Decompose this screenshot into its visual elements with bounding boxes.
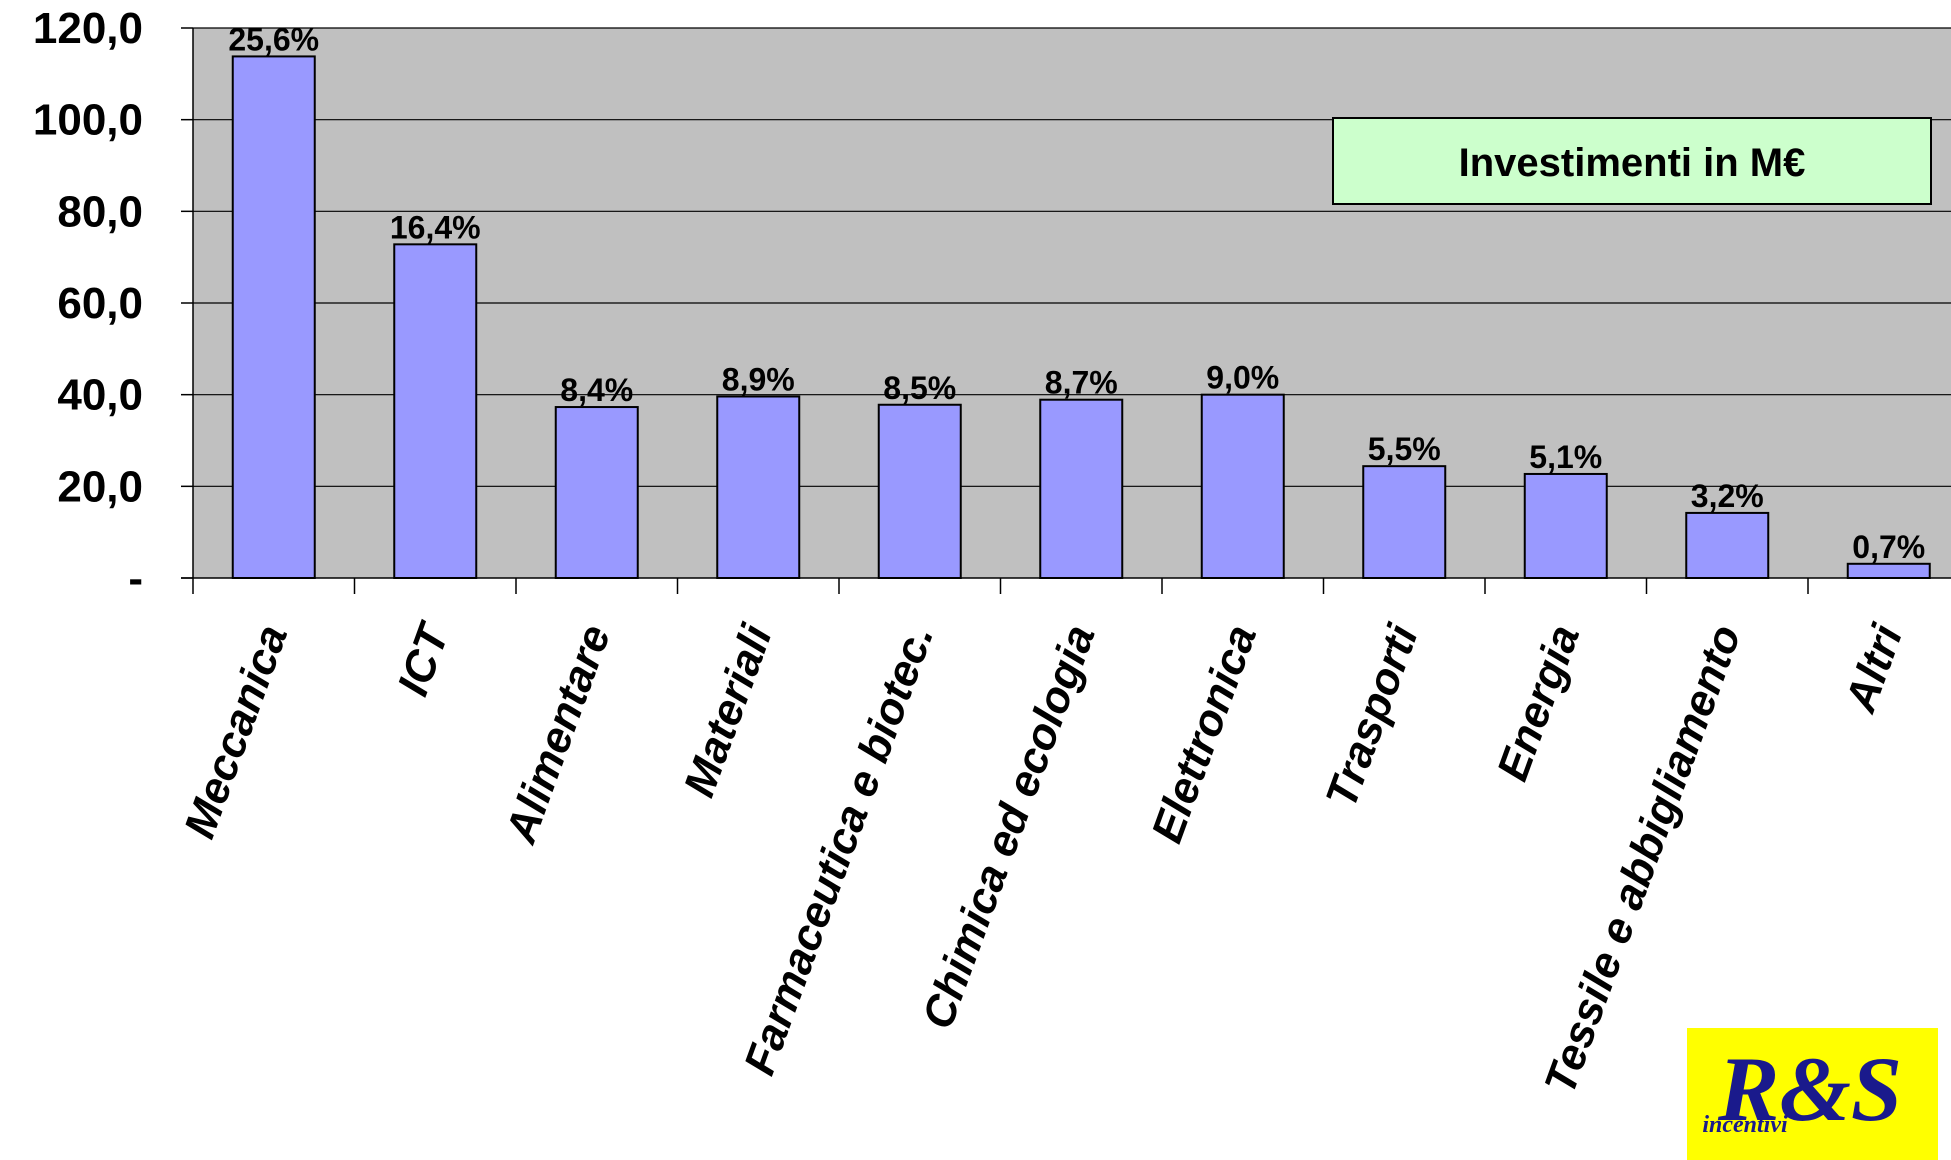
bar (877, 403, 962, 579)
x-tick-label: Meccanica (175, 619, 297, 845)
bar (1362, 465, 1447, 579)
bar (554, 406, 639, 579)
y-tick-label: 20,0 (57, 462, 143, 511)
bars (231, 55, 1931, 580)
rs-incentivi-logo: R&S incentivi (1687, 1028, 1938, 1160)
data-label: 8,7% (1045, 365, 1118, 401)
data-label: 8,5% (883, 370, 956, 406)
x-tick-label: Farmaceutica e biotec. (735, 619, 943, 1082)
svg-text:R&S: R&S (1717, 1038, 1902, 1140)
x-axis: Meccanica ICT Alimentare MaterialiFarmaceut… (175, 577, 1951, 1100)
x-tick-label: ICT (388, 616, 459, 702)
y-axis: - 20,0 40,0 60,0 80,0 100,0 120,0 (33, 4, 194, 603)
bar (231, 55, 316, 579)
data-label: 8,4% (560, 372, 633, 408)
x-tick-label: Energia (1488, 619, 1589, 787)
bar (1523, 472, 1608, 580)
y-tick-label: 60,0 (57, 279, 143, 328)
data-label: 5,5% (1368, 431, 1441, 467)
legend-box: Investimenti in M€ (1332, 117, 1932, 205)
y-tick-label: 100,0 (33, 96, 143, 145)
y-tick-label: 80,0 (57, 187, 143, 236)
data-label: 0,7% (1852, 529, 1925, 565)
x-tick-label: Materiali (675, 618, 782, 803)
x-tick-label: Elettronica (1142, 619, 1266, 849)
data-label: 9,0% (1206, 360, 1279, 396)
gridlines (193, 27, 1951, 487)
y-tick-label: 120,0 (33, 4, 143, 53)
bar (1846, 562, 1931, 580)
bar (393, 243, 478, 579)
data-label: 5,1% (1529, 439, 1602, 475)
data-label: 25,6% (228, 21, 319, 57)
x-tick-label: Alimentare (496, 619, 620, 850)
data-labels: 25,6% 16,4% 8,4% 8,9% 8,5% 8,7% 9,0% 5,5% 5,1% 3,… (228, 21, 1925, 564)
y-tick-label: 40,0 (57, 371, 143, 420)
svg-text:incentivi: incentivi (1702, 1112, 1788, 1138)
x-tick-label: Altri (1836, 618, 1913, 719)
data-label: 3,2% (1691, 478, 1764, 514)
x-tick-label: Trasporti (1317, 618, 1428, 814)
x-tick-label: Chimica ed ecologia (913, 619, 1105, 1036)
bar (1039, 398, 1124, 580)
bar (1685, 511, 1770, 580)
bar (1200, 393, 1285, 579)
bar (716, 395, 801, 579)
y-tick-label: - (128, 554, 143, 603)
data-label: 8,9% (722, 362, 795, 398)
legend-text: Investimenti in M€ (1459, 141, 1806, 185)
data-label: 16,4% (390, 209, 481, 245)
